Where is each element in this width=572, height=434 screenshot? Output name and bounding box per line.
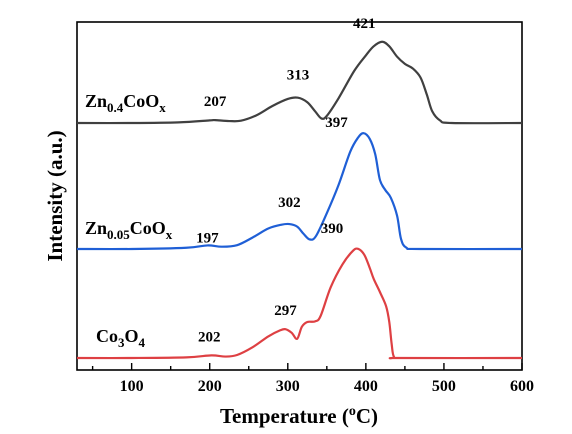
x-tick-label-600: 600	[510, 378, 534, 395]
series-label-part: CoO	[130, 218, 166, 238]
series-label-part: x	[159, 100, 166, 115]
peak-label-302: 302	[278, 195, 301, 211]
peak-label-390: 390	[321, 221, 344, 237]
peak-labels-layer: 207 313 421 197 302 397 202 297 390	[196, 16, 375, 346]
series-label-part: 0.4	[107, 100, 124, 115]
y-axis-title: Intensity (a.u.)	[43, 130, 67, 261]
series-label-part: Zn	[85, 218, 107, 238]
series-layer	[76, 40, 523, 360]
x-tick-label-300: 300	[276, 378, 300, 395]
x-axis-title-tail: C)	[356, 404, 378, 428]
plot-frame	[76, 21, 523, 371]
ticks-layer: 100 200 300 400 500 600	[91, 363, 534, 395]
peak-label-202: 202	[198, 329, 221, 345]
x-axis-title: Temperature (oC)	[220, 404, 378, 428]
peak-label-297: 297	[274, 303, 297, 319]
series-label-part: CoO	[123, 91, 159, 111]
series-label-co3o4: Co3O4	[96, 326, 146, 350]
peak-label-197: 197	[196, 230, 219, 246]
series-label-part: 3	[118, 335, 125, 350]
peak-label-207: 207	[204, 94, 227, 110]
peak-label-397: 397	[325, 115, 348, 131]
x-tick-label-200: 200	[198, 378, 222, 395]
x-axis-title-base: Temperature (	[220, 404, 349, 428]
series-line-co3o4	[76, 247, 523, 360]
series-label-part: Zn	[85, 91, 107, 111]
series-label-zn005: Zn0.05CoOx	[85, 218, 173, 242]
x-tick-label-100: 100	[120, 378, 144, 395]
x-tick-label-400: 400	[354, 378, 378, 395]
peak-label-421: 421	[353, 16, 376, 32]
series-label-part: Co	[96, 326, 118, 346]
series-label-part: x	[166, 227, 173, 242]
series-label-part: O	[125, 326, 139, 346]
series-label-part: 4	[139, 335, 146, 350]
series-line-zn04	[76, 40, 523, 125]
x-tick-label-500: 500	[432, 378, 456, 395]
series-line-zn005	[76, 132, 523, 251]
peak-label-313: 313	[287, 68, 310, 84]
series-label-part: 0.05	[107, 227, 130, 242]
x-axis-title-sup: o	[349, 404, 356, 419]
series-label-zn04: Zn0.4CoOx	[85, 91, 166, 115]
plot-area: 100 200 300 400 500 600 207 313 421 197 302 397 202…	[76, 16, 534, 395]
